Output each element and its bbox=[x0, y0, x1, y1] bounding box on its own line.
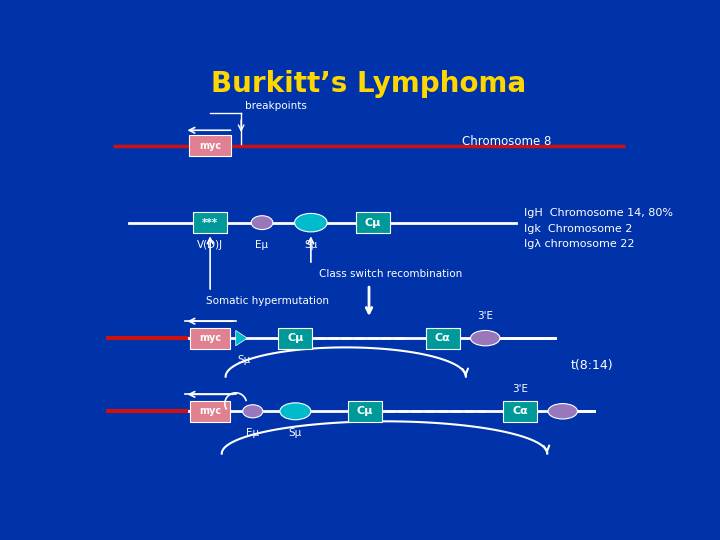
Text: Class switch recombination: Class switch recombination bbox=[319, 269, 462, 279]
FancyBboxPatch shape bbox=[279, 328, 312, 348]
Text: ***: *** bbox=[202, 218, 218, 228]
Text: Sμ: Sμ bbox=[289, 428, 302, 438]
Text: myc: myc bbox=[199, 333, 221, 343]
Ellipse shape bbox=[280, 403, 311, 420]
Text: Eμ: Eμ bbox=[256, 240, 269, 249]
FancyBboxPatch shape bbox=[348, 401, 382, 422]
FancyBboxPatch shape bbox=[190, 328, 230, 348]
Text: Cμ: Cμ bbox=[357, 406, 373, 416]
Text: Cα: Cα bbox=[512, 406, 528, 416]
Text: t(8:14): t(8:14) bbox=[570, 359, 613, 372]
Text: Igλ chromosome 22: Igλ chromosome 22 bbox=[524, 239, 634, 249]
Text: Sμ: Sμ bbox=[238, 355, 251, 365]
Text: IgH  Chromosome 14, 80%: IgH Chromosome 14, 80% bbox=[524, 208, 673, 218]
Text: Burkitt’s Lymphoma: Burkitt’s Lymphoma bbox=[212, 70, 526, 98]
Ellipse shape bbox=[243, 405, 263, 418]
Polygon shape bbox=[235, 330, 248, 346]
FancyBboxPatch shape bbox=[503, 401, 537, 422]
FancyBboxPatch shape bbox=[193, 212, 228, 233]
FancyBboxPatch shape bbox=[190, 401, 230, 422]
FancyBboxPatch shape bbox=[189, 135, 231, 156]
Text: 3'E: 3'E bbox=[512, 384, 528, 394]
Ellipse shape bbox=[548, 403, 577, 419]
Text: Chromosome 8: Chromosome 8 bbox=[462, 136, 552, 148]
Text: 3'E: 3'E bbox=[477, 311, 493, 321]
Text: Sμ: Sμ bbox=[305, 240, 318, 249]
Text: Cμ: Cμ bbox=[365, 218, 381, 228]
Ellipse shape bbox=[471, 330, 500, 346]
Text: Eμ: Eμ bbox=[246, 428, 259, 438]
Text: Somatic hypermutation: Somatic hypermutation bbox=[206, 296, 329, 306]
Text: myc: myc bbox=[199, 140, 221, 151]
Ellipse shape bbox=[251, 215, 273, 230]
Text: Igk  Chromosome 2: Igk Chromosome 2 bbox=[524, 224, 632, 234]
Ellipse shape bbox=[294, 213, 327, 232]
Text: myc: myc bbox=[199, 406, 221, 416]
Text: Cα: Cα bbox=[435, 333, 451, 343]
FancyBboxPatch shape bbox=[356, 212, 390, 233]
Text: V(D)J: V(D)J bbox=[197, 240, 223, 249]
Text: breakpoints: breakpoints bbox=[245, 101, 307, 111]
FancyBboxPatch shape bbox=[426, 328, 459, 348]
Text: Cμ: Cμ bbox=[287, 333, 304, 343]
